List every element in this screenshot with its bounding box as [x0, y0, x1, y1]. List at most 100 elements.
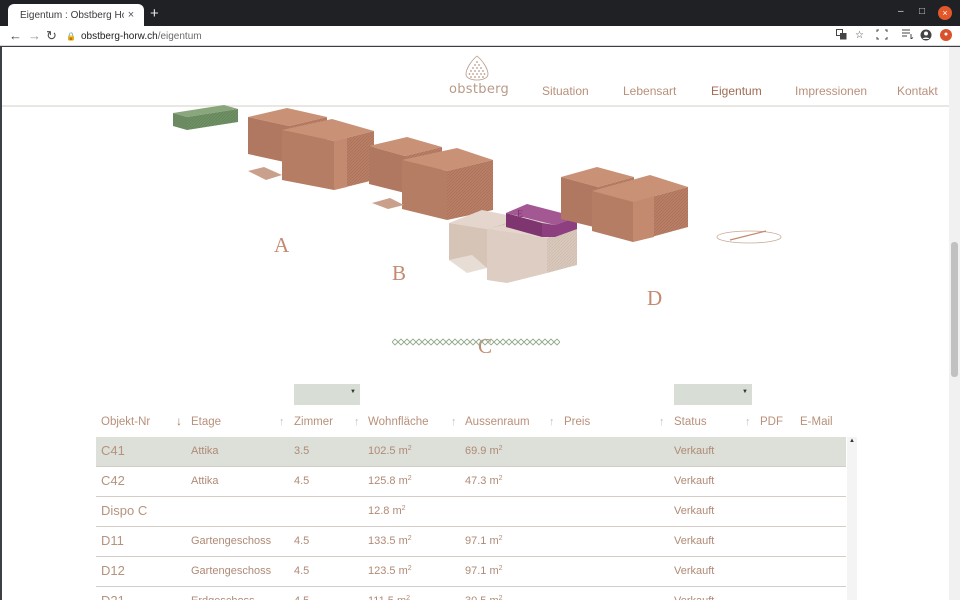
col-wohnflaeche[interactable]: Wohnfläche	[368, 416, 429, 428]
cell-zimmer: 4.5	[294, 595, 309, 600]
address-bar[interactable]: 🔒 obstberg-horw.ch/eigentum	[66, 28, 202, 44]
cell-status: Verkauft	[674, 565, 715, 577]
page-scrollbar[interactable]	[949, 47, 960, 600]
maximize-button[interactable]: □	[919, 6, 926, 17]
site-logo[interactable]: obstberg	[449, 55, 510, 97]
sort-asc-icon[interactable]: ↑	[451, 416, 457, 428]
cell-objekt-nr: D21	[101, 593, 125, 600]
filter-status-select[interactable]: ▼	[674, 384, 752, 405]
selected-unit-c41[interactable]	[506, 204, 577, 237]
nav-lebensart[interactable]: Lebensart	[623, 84, 677, 98]
building-a[interactable]	[248, 108, 374, 190]
cell-wohnflaeche: 111.5 m2	[368, 595, 411, 600]
cell-zimmer: 3.5	[294, 445, 310, 457]
sort-asc-icon[interactable]: ↑	[745, 416, 751, 428]
scroll-up-arrow-icon[interactable]: ▲	[849, 438, 855, 444]
translate-icon[interactable]	[836, 29, 847, 45]
table-row[interactable]: C42 Attika 4.5 125.8 m2 47.3 m2 Verkauft	[96, 467, 846, 497]
minimize-button[interactable]: –	[898, 6, 904, 17]
dropdown-arrow-icon: ▼	[350, 389, 356, 395]
cell-wohnflaeche: 102.5 m2	[368, 445, 412, 457]
table-row[interactable]: Dispo C 12.8 m2 Verkauft	[96, 497, 846, 527]
cell-objekt-nr: Dispo C	[101, 503, 148, 518]
close-tab-icon[interactable]: ×	[127, 9, 135, 21]
page-scroll-thumb[interactable]	[951, 242, 958, 377]
table-row[interactable]: D12 Gartengeschoss 4.5 123.5 m2 97.1 m2 Verka…	[96, 557, 846, 587]
site-plan: A B E C	[173, 105, 782, 355]
building-b[interactable]	[369, 137, 493, 220]
sort-asc-icon[interactable]: ↑	[659, 416, 665, 428]
nav-impressionen[interactable]: Impressionen	[795, 84, 868, 98]
screenshot-icon[interactable]	[876, 29, 888, 45]
nav-kontakt[interactable]: Kontakt	[897, 84, 938, 98]
col-etage[interactable]: Etage	[191, 416, 222, 428]
col-zimmer[interactable]: Zimmer	[294, 416, 333, 428]
col-objekt-nr[interactable]: Objekt-Nr	[101, 416, 151, 428]
cell-etage: Gartengeschoss	[191, 565, 272, 577]
col-aussenraum[interactable]: Aussenraum	[465, 416, 530, 428]
cell-etage: Attika	[191, 475, 219, 487]
cell-aussenraum: 97.1 m2	[465, 535, 503, 547]
logo-text: obstberg	[449, 82, 510, 97]
cell-aussenraum: 30.5 m2	[465, 595, 503, 600]
reading-list-icon[interactable]	[902, 29, 914, 44]
lock-icon: 🔒	[66, 31, 76, 41]
nav-eigentum[interactable]: Eigentum	[711, 84, 762, 98]
cell-objekt-nr: C42	[101, 473, 125, 488]
forward-button[interactable]: →	[28, 28, 41, 43]
cell-wohnflaeche: 125.8 m2	[368, 475, 412, 487]
bookmark-star-icon[interactable]: ☆	[855, 30, 864, 41]
building-label-a: A	[274, 233, 290, 257]
url-domain: obstberg-horw.ch	[80, 30, 158, 42]
col-status[interactable]: Status	[674, 416, 707, 428]
sort-asc-icon[interactable]: ↑	[279, 416, 285, 428]
browser-toolbar: ← → ↻ 🔒 obstberg-horw.ch/eigentum ☆ ●	[0, 26, 960, 46]
cell-etage: Gartengeschoss	[191, 535, 272, 547]
cell-wohnflaeche: 123.5 m2	[368, 565, 412, 577]
table-scrollbar[interactable]: ▲	[847, 437, 857, 600]
site-header: obstberg Situation Lebensart Eigentum Im…	[2, 47, 949, 107]
extension-icon[interactable]: ●	[940, 29, 952, 41]
table-row[interactable]: C41 Attika 3.5 102.5 m2 69.9 m2 Verkauft	[96, 437, 846, 467]
new-tab-button[interactable]: +	[150, 5, 159, 22]
sort-asc-icon[interactable]: ↑	[354, 416, 360, 428]
url-path: /eigentum	[157, 30, 202, 42]
building-d[interactable]	[561, 167, 688, 242]
profile-icon[interactable]	[920, 29, 932, 46]
cell-objekt-nr: D11	[101, 533, 124, 548]
cell-zimmer: 4.5	[294, 475, 310, 487]
cell-objekt-nr: D12	[101, 563, 125, 578]
green-pavilion[interactable]	[173, 105, 238, 130]
cell-zimmer: 4.5	[294, 535, 310, 547]
sort-desc-icon[interactable]: ↓	[176, 414, 182, 428]
page-viewport: obstberg Situation Lebensart Eigentum Im…	[2, 47, 949, 600]
selected-unit-label: E	[517, 209, 523, 220]
tab-title: Eigentum : Obstberg Horw	[20, 9, 124, 21]
col-pdf: PDF	[760, 416, 783, 428]
units-table: C41 Attika 3.5 102.5 m2 69.9 m2 Verkauft C42 At…	[96, 437, 846, 600]
filter-zimmer-select[interactable]: ▼	[294, 384, 360, 405]
compass-icon	[716, 230, 782, 244]
nav-situation[interactable]: Situation	[542, 84, 589, 98]
reload-button[interactable]: ↻	[46, 28, 57, 43]
pear-logo-icon	[465, 55, 489, 81]
cell-etage: Erdgeschoss	[191, 595, 255, 600]
cell-wohnflaeche: 12.8 m2	[368, 505, 406, 517]
cell-status: Verkauft	[674, 475, 715, 487]
browser-tab[interactable]: Eigentum : Obstberg Horw ×	[8, 4, 144, 26]
close-window-button[interactable]: ×	[938, 6, 952, 20]
cell-aussenraum: 69.9 m2	[465, 445, 503, 457]
cell-aussenraum: 47.3 m2	[465, 475, 503, 487]
cell-aussenraum: 97.1 m2	[465, 565, 503, 577]
table-header: Objekt-Nr ↓ Etage ↑ Zimmer ↑ Wohnfläche …	[96, 413, 846, 435]
col-preis[interactable]: Preis	[564, 416, 591, 428]
back-button[interactable]: ←	[9, 28, 22, 43]
browser-tab-strip: Eigentum : Obstberg Horw × + – □ ×	[0, 0, 960, 26]
sort-asc-icon[interactable]: ↑	[549, 416, 555, 428]
cell-status: Verkauft	[674, 595, 714, 600]
cell-wohnflaeche: 133.5 m2	[368, 535, 412, 547]
table-row[interactable]: D11 Gartengeschoss 4.5 133.5 m2 97.1 m2 Verka…	[96, 527, 846, 557]
cell-status: Verkauft	[674, 535, 715, 547]
table-row[interactable]: D21 Erdgeschoss 4.5 111.5 m2 30.5 m2 Verkauft	[96, 587, 846, 600]
col-email: E-Mail	[800, 416, 833, 428]
